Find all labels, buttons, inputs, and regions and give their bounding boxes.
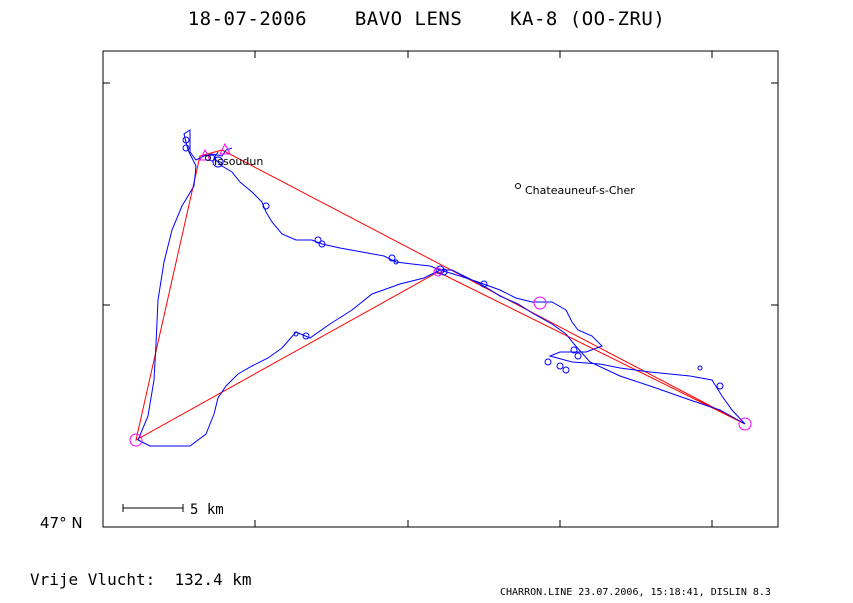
map-ticks bbox=[103, 51, 778, 527]
distance-line: Vrije Vlucht: 132.4 km bbox=[30, 570, 252, 589]
scale-label: 5 km bbox=[190, 502, 224, 518]
map-frame bbox=[102, 50, 779, 528]
footer-info: CHARRON.LINE 23.07.2006, 15:18:41, DISLI… bbox=[500, 587, 771, 598]
place-label-issoudun: Issoudun bbox=[214, 155, 263, 168]
turnpoints bbox=[129, 142, 752, 447]
scale-bar bbox=[122, 504, 184, 512]
distance-label: Vrije Vlucht: bbox=[30, 570, 156, 589]
turnpoint-marker bbox=[738, 417, 752, 431]
thermal-circles bbox=[182, 136, 724, 390]
turnpoint-marker bbox=[433, 267, 443, 277]
pilot-name: BAVO LENS bbox=[354, 8, 463, 30]
task-line bbox=[135, 149, 746, 441]
turnpoint-marker bbox=[129, 433, 143, 447]
flight-track bbox=[137, 129, 746, 447]
flight-title: 18-07-2006 BAVO LENS KA-8 (OO-ZRU) bbox=[0, 8, 853, 30]
place-marker-chateauneuf bbox=[515, 183, 521, 189]
place-marker-issoudun bbox=[205, 155, 211, 161]
start-marker bbox=[199, 148, 211, 161]
place-label-chateauneuf: Chateauneuf-s-Cher bbox=[525, 184, 635, 197]
flight-date: 18-07-2006 bbox=[187, 8, 308, 30]
glider-id: KA-8 (OO-ZRU) bbox=[510, 8, 666, 30]
turnpoint-marker bbox=[533, 296, 547, 310]
latitude-label: 47° N bbox=[40, 514, 83, 532]
finish-marker bbox=[219, 142, 231, 155]
distance-value: 132.4 km bbox=[174, 570, 252, 589]
